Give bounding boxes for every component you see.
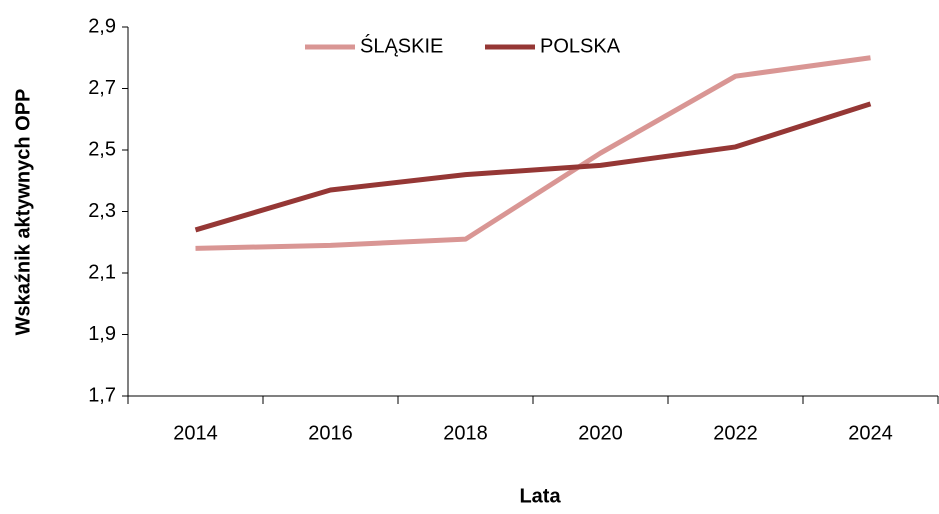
line-series (195, 55, 871, 251)
x-tick-label: 2024 (848, 422, 893, 444)
x-tick-label: 2014 (173, 422, 218, 444)
x-axis-label: Lata (519, 485, 561, 507)
line-series (194, 101, 872, 233)
y-tick-label: 1,7 (88, 384, 116, 406)
y-tick-label: 2,1 (88, 261, 116, 283)
legend-label: POLSKA (540, 35, 621, 57)
x-tick-label: 2022 (713, 422, 758, 444)
y-tick-label: 1,9 (88, 323, 116, 345)
x-tick-label: 2018 (443, 422, 488, 444)
x-tick-label: 2020 (578, 422, 623, 444)
y-axis-label: Wskaźnik aktywnych OPP (12, 89, 34, 336)
legend-label: ŚLĄSKIE (360, 33, 443, 57)
y-tick-label: 2,7 (88, 77, 116, 99)
y-tick-label: 2,9 (88, 15, 116, 37)
y-tick-label: 2,5 (88, 138, 116, 160)
y-tick-label: 2,3 (88, 200, 116, 222)
x-tick-label: 2016 (308, 422, 353, 444)
